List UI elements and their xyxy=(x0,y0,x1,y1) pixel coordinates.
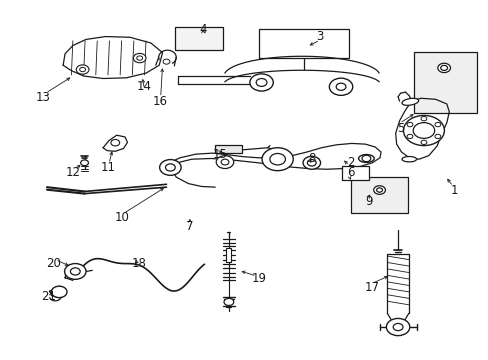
Text: 5: 5 xyxy=(396,122,404,135)
Text: 10: 10 xyxy=(114,211,129,224)
Circle shape xyxy=(420,140,426,144)
Circle shape xyxy=(412,123,434,138)
Polygon shape xyxy=(63,37,162,78)
Circle shape xyxy=(64,264,86,279)
Circle shape xyxy=(420,117,426,121)
Text: 7: 7 xyxy=(186,220,193,233)
Polygon shape xyxy=(103,135,127,151)
Circle shape xyxy=(51,286,67,298)
Text: 14: 14 xyxy=(137,80,152,93)
Circle shape xyxy=(335,83,345,90)
Circle shape xyxy=(373,186,385,194)
Circle shape xyxy=(256,78,266,86)
Circle shape xyxy=(269,153,285,165)
Circle shape xyxy=(440,66,447,71)
Bar xyxy=(341,166,368,180)
Ellipse shape xyxy=(401,157,416,162)
Circle shape xyxy=(403,116,444,145)
Polygon shape xyxy=(395,98,448,159)
Circle shape xyxy=(434,134,440,139)
Circle shape xyxy=(165,164,175,171)
Text: 20: 20 xyxy=(46,257,61,270)
Circle shape xyxy=(249,74,273,91)
Circle shape xyxy=(307,159,316,166)
Circle shape xyxy=(163,59,169,64)
Circle shape xyxy=(376,188,382,192)
Text: 4: 4 xyxy=(199,23,206,36)
Polygon shape xyxy=(163,143,380,169)
Ellipse shape xyxy=(401,98,418,105)
Text: 3: 3 xyxy=(316,30,323,43)
Bar xyxy=(175,27,223,50)
Circle shape xyxy=(361,155,370,162)
Text: 16: 16 xyxy=(153,95,168,108)
Circle shape xyxy=(392,323,402,330)
Bar xyxy=(259,30,348,58)
Circle shape xyxy=(70,268,80,275)
Text: 6: 6 xyxy=(346,166,354,179)
Circle shape xyxy=(224,298,233,306)
Text: 8: 8 xyxy=(307,152,315,165)
Text: 19: 19 xyxy=(251,272,266,285)
Ellipse shape xyxy=(358,154,373,162)
Text: 18: 18 xyxy=(131,257,146,270)
Circle shape xyxy=(137,56,142,60)
Circle shape xyxy=(303,156,320,169)
Circle shape xyxy=(434,122,440,127)
Circle shape xyxy=(76,65,89,74)
Circle shape xyxy=(406,122,412,127)
Circle shape xyxy=(329,78,352,95)
Circle shape xyxy=(133,53,146,63)
Bar xyxy=(350,177,407,213)
Text: 9: 9 xyxy=(365,195,372,208)
Bar xyxy=(226,248,231,262)
Text: 21: 21 xyxy=(41,290,56,303)
Circle shape xyxy=(81,160,88,166)
Text: 13: 13 xyxy=(36,91,51,104)
Text: 12: 12 xyxy=(65,166,80,179)
Circle shape xyxy=(406,134,412,139)
Circle shape xyxy=(80,67,85,72)
Circle shape xyxy=(111,139,120,146)
Bar xyxy=(413,52,476,113)
Bar xyxy=(215,145,242,153)
Text: 17: 17 xyxy=(364,281,379,294)
Text: 1: 1 xyxy=(449,184,457,197)
Circle shape xyxy=(221,159,228,165)
Text: 2: 2 xyxy=(346,156,354,169)
Text: 15: 15 xyxy=(212,148,227,161)
Circle shape xyxy=(216,156,233,168)
Circle shape xyxy=(159,159,181,175)
Circle shape xyxy=(262,148,293,171)
Text: 11: 11 xyxy=(100,161,115,174)
Circle shape xyxy=(386,319,409,336)
Circle shape xyxy=(437,63,449,73)
